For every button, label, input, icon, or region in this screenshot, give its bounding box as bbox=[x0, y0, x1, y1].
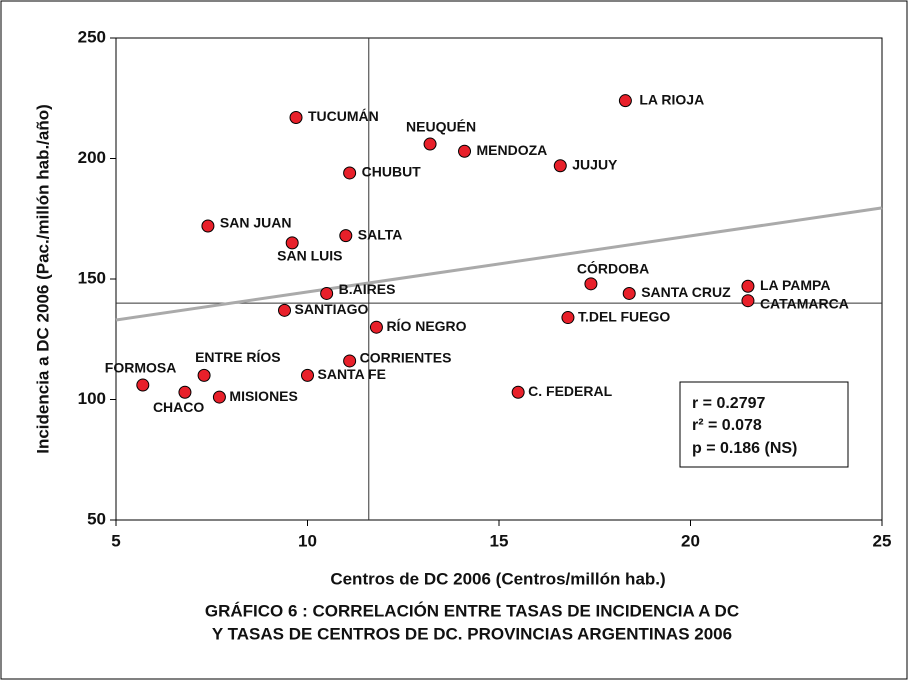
point bbox=[136, 378, 150, 392]
trendline bbox=[115, 206, 883, 322]
point bbox=[618, 94, 632, 108]
point bbox=[584, 277, 598, 291]
y-tick-label: 150 bbox=[78, 268, 106, 287]
point-label: LA RIOJA bbox=[639, 91, 704, 107]
point-label: LA PAMPA bbox=[760, 277, 831, 293]
caption-line: GRÁFICO 6 : CORRELACIÓN ENTRE TASAS DE I… bbox=[205, 601, 739, 620]
point-label: SALTA bbox=[358, 226, 403, 242]
point-label: SAN LUIS bbox=[277, 248, 342, 264]
point-label: B.AIRES bbox=[339, 281, 396, 297]
point bbox=[289, 111, 303, 125]
stats-text: r² = 0.078 bbox=[692, 417, 762, 434]
point bbox=[343, 166, 357, 180]
point bbox=[285, 236, 299, 250]
point bbox=[511, 385, 525, 399]
point bbox=[343, 354, 357, 368]
point-label: NEUQUÉN bbox=[406, 119, 476, 135]
point-label: ENTRE RÍOS bbox=[195, 349, 281, 365]
x-tick-label: 5 bbox=[111, 531, 120, 550]
point-label: SANTA CRUZ bbox=[641, 284, 731, 300]
point bbox=[320, 286, 334, 300]
stats-text: p = 0.186 (NS) bbox=[692, 440, 797, 457]
point bbox=[553, 159, 567, 173]
point-label: TUCUMÁN bbox=[308, 108, 379, 124]
point bbox=[339, 229, 353, 243]
point-label: CÓRDOBA bbox=[577, 260, 649, 277]
caption-line: Y TASAS DE CENTROS DE DC. PROVINCIAS ARG… bbox=[212, 624, 732, 643]
point-label: SAN JUAN bbox=[220, 215, 292, 231]
point bbox=[458, 144, 472, 158]
point bbox=[561, 311, 575, 325]
point-label: CHACO bbox=[153, 399, 204, 415]
point bbox=[741, 294, 755, 308]
point bbox=[178, 385, 192, 399]
point-label: CATAMARCA bbox=[760, 295, 849, 311]
y-axis-title: Incidencia a DC 2006 (Pac./millón hab./a… bbox=[33, 104, 52, 454]
y-tick-label: 50 bbox=[87, 509, 106, 528]
point bbox=[201, 219, 215, 233]
x-tick-label: 15 bbox=[490, 531, 509, 550]
x-axis-title: Centros de DC 2006 (Centros/millón hab.) bbox=[330, 569, 665, 588]
point-label: MENDOZA bbox=[477, 142, 548, 158]
point-label: T.DEL FUEGO bbox=[578, 308, 670, 324]
stats-box bbox=[679, 381, 849, 468]
point-label: SANTA FE bbox=[318, 366, 386, 382]
point bbox=[212, 390, 226, 404]
point-label: MISIONES bbox=[229, 388, 297, 404]
point bbox=[622, 286, 636, 300]
point-label: SANTIAGO bbox=[295, 301, 369, 317]
y-tick-label: 100 bbox=[78, 389, 106, 408]
y-tick-label: 250 bbox=[78, 27, 106, 46]
point-label: CHUBUT bbox=[362, 164, 422, 180]
point bbox=[301, 368, 314, 382]
point bbox=[423, 137, 437, 151]
x-tick-label: 10 bbox=[298, 531, 317, 550]
point-label: RÍO NEGRO bbox=[386, 318, 466, 334]
point bbox=[197, 368, 211, 382]
point bbox=[369, 320, 383, 334]
point-label: FORMOSA bbox=[105, 360, 177, 376]
y-tick-label: 200 bbox=[78, 148, 106, 167]
point-label: CORRIENTES bbox=[360, 350, 452, 366]
stats-text: r = 0.2797 bbox=[692, 395, 766, 412]
x-tick-label: 20 bbox=[681, 531, 700, 550]
point bbox=[741, 279, 755, 293]
point bbox=[278, 303, 292, 317]
point-label: JUJUY bbox=[572, 156, 618, 172]
point-label: C. FEDERAL bbox=[528, 383, 612, 399]
x-tick-label: 25 bbox=[873, 531, 892, 550]
